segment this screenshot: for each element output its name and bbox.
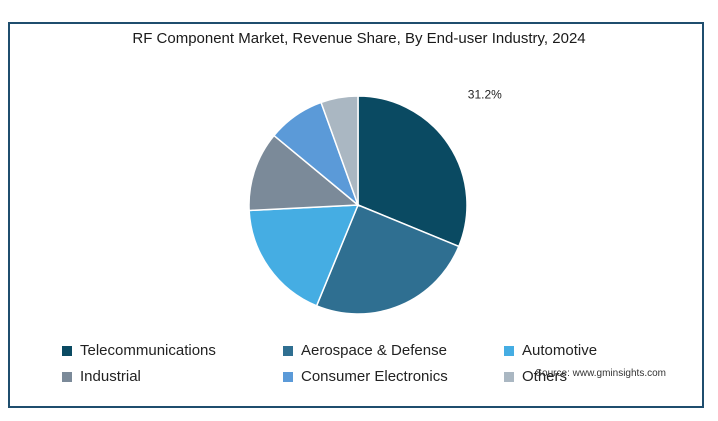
source-note: Source: www.gminsights.com bbox=[535, 368, 666, 379]
pie-slice-automotive bbox=[248, 204, 360, 307]
pie-slice-aerospace-defense bbox=[315, 204, 460, 315]
pie-slice-telecommunications bbox=[357, 95, 468, 248]
pie-slice-industrial bbox=[248, 134, 360, 212]
chart-title: RF Component Market, Revenue Share, By E… bbox=[132, 30, 586, 47]
data-label: 31.2% bbox=[468, 88, 502, 102]
pie-slice-others bbox=[320, 95, 359, 206]
